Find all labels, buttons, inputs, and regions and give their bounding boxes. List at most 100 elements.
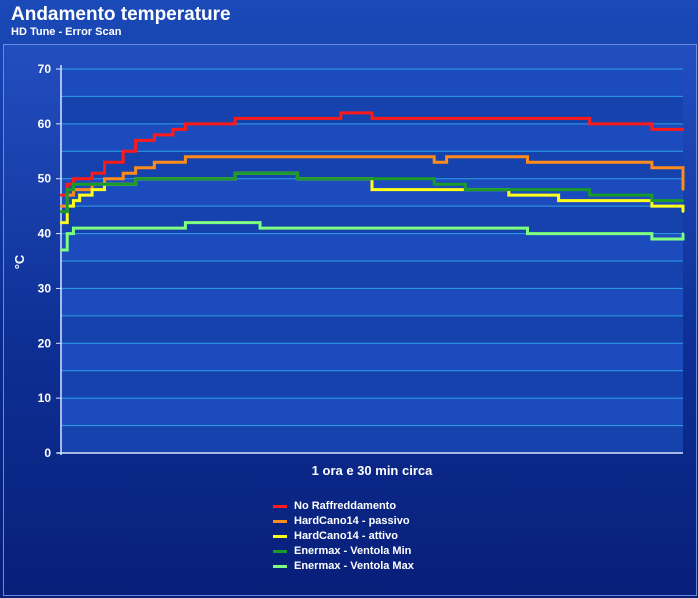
- data-point: [72, 183, 75, 186]
- y-tick-label: 40: [38, 227, 52, 241]
- data-point: [308, 117, 311, 120]
- data-point: [103, 226, 106, 230]
- data-point: [59, 221, 63, 224]
- legend-swatch: [273, 550, 287, 553]
- data-point: [358, 155, 361, 158]
- data-point: [675, 237, 678, 241]
- data-point: [464, 188, 467, 191]
- legend-label: Enermax - Ventola Min: [294, 545, 412, 557]
- data-point: [215, 155, 218, 158]
- data-point: [122, 183, 125, 186]
- data-point: [153, 161, 156, 164]
- data-point: [464, 117, 467, 120]
- data-point: [134, 166, 137, 169]
- data-point: [464, 226, 467, 230]
- data-point: [526, 161, 529, 164]
- data-point: [681, 210, 685, 213]
- data-point: [134, 139, 137, 142]
- data-point: [66, 188, 69, 191]
- data-point: [296, 226, 299, 230]
- data-point: [526, 188, 529, 191]
- series-line-5: [61, 221, 685, 252]
- chart-subtitle: HD Tune - Error Scan: [11, 26, 122, 38]
- data-point: [258, 226, 262, 230]
- data-point: [370, 177, 374, 180]
- data-point: [308, 226, 311, 230]
- plot-band: [61, 425, 683, 453]
- y-tick-label: 10: [38, 391, 52, 405]
- data-point: [66, 232, 69, 235]
- data-point: [495, 188, 498, 191]
- data-point: [66, 183, 69, 186]
- data-point: [171, 161, 175, 164]
- plot-band: [61, 261, 683, 289]
- data-point: [246, 221, 249, 224]
- data-point: [370, 117, 374, 120]
- data-point: [557, 188, 560, 191]
- data-point: [681, 128, 685, 131]
- legend-label: HardCano14 - attivo: [294, 530, 398, 542]
- data-point: [184, 155, 187, 158]
- data-point: [233, 117, 237, 120]
- data-point: [401, 188, 405, 191]
- data-point: [246, 172, 249, 175]
- data-point: [258, 155, 262, 158]
- data-point: [246, 155, 249, 158]
- legend-swatch: [273, 520, 287, 523]
- data-point: [650, 204, 654, 208]
- plot-band: [61, 123, 683, 152]
- data-point: [445, 188, 448, 191]
- y-tick-label: 20: [38, 336, 52, 350]
- data-point: [258, 172, 262, 175]
- plot-band: [61, 288, 683, 316]
- data-point: [72, 226, 75, 230]
- data-point: [171, 128, 175, 131]
- legend-swatch: [273, 535, 287, 538]
- data-point: [607, 193, 610, 197]
- data-point: [495, 117, 498, 120]
- data-point: [233, 221, 237, 224]
- data-point: [557, 232, 560, 235]
- data-point: [445, 117, 448, 120]
- data-point: [669, 128, 672, 131]
- data-point: [78, 188, 81, 191]
- data-point: [358, 226, 361, 230]
- data-point: [681, 232, 685, 235]
- data-point: [445, 183, 448, 186]
- data-point: [308, 155, 311, 158]
- legend-label: HardCano14 - passivo: [294, 515, 410, 527]
- y-tick-label: 60: [38, 117, 52, 131]
- data-point: [507, 226, 511, 230]
- data-point: [258, 117, 262, 120]
- data-point: [103, 183, 106, 186]
- data-point: [153, 133, 156, 137]
- data-point: [90, 183, 94, 186]
- legend-swatch: [273, 505, 287, 508]
- series-line-4: [61, 171, 683, 214]
- data-point: [650, 199, 654, 202]
- data-point: [675, 204, 678, 208]
- data-point: [507, 155, 511, 158]
- data-point: [122, 226, 125, 230]
- data-point: [526, 117, 529, 120]
- data-point: [215, 177, 218, 180]
- data-point: [588, 193, 591, 197]
- data-point: [339, 177, 343, 180]
- data-point: [401, 117, 405, 120]
- data-point: [59, 210, 63, 213]
- data-point: [59, 204, 63, 208]
- data-point: [103, 177, 106, 180]
- data-point: [433, 226, 436, 230]
- data-point: [196, 155, 200, 158]
- data-point: [134, 177, 137, 180]
- data-point: [90, 188, 94, 191]
- data-point: [401, 226, 405, 230]
- data-point: [90, 172, 94, 175]
- data-point: [171, 177, 175, 180]
- y-tick-label: 50: [38, 172, 52, 186]
- data-point: [669, 166, 672, 169]
- data-point: [588, 161, 591, 164]
- data-point: [308, 177, 311, 180]
- data-point: [619, 193, 622, 197]
